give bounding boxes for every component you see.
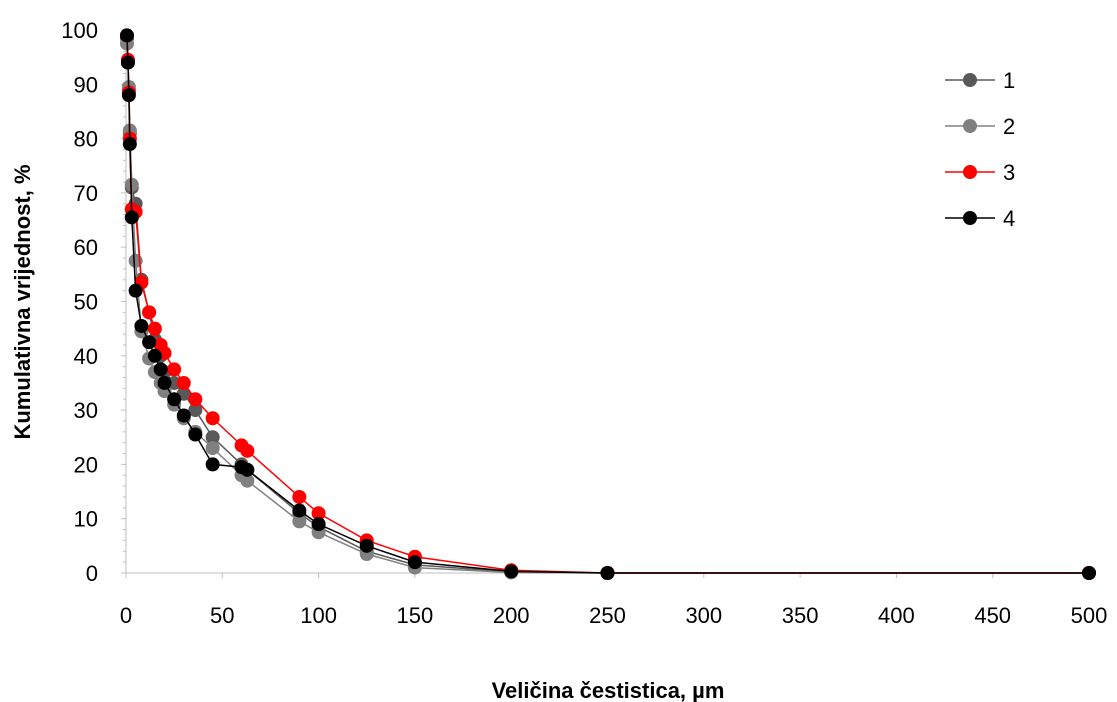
y-tick-label: 90	[74, 72, 98, 97]
legend-item: 3	[945, 160, 1015, 185]
legend: 1 2 3 4	[945, 68, 1015, 231]
data-point	[205, 430, 220, 445]
x-axis-title: Veličina čestistica, µm	[492, 678, 725, 702]
legend-label: 2	[1003, 114, 1015, 139]
data-point	[120, 55, 135, 70]
x-tick-label: 400	[878, 603, 915, 628]
series-line	[126, 35, 1089, 574]
y-tick-label: 70	[74, 181, 98, 206]
y-tick-label: 40	[74, 344, 98, 369]
data-point	[205, 441, 220, 456]
data-point	[142, 305, 157, 320]
y-axis-title: Kumulativna vrijednost, %	[10, 164, 35, 439]
y-tick-label: 30	[74, 398, 98, 423]
data-point	[167, 392, 182, 407]
data-point	[240, 462, 255, 477]
x-tick-label: 100	[300, 603, 337, 628]
data-point	[128, 283, 143, 298]
x-tick-label: 450	[974, 603, 1011, 628]
data-point	[188, 392, 203, 407]
series-2	[119, 36, 1096, 580]
x-tick-label: 50	[210, 603, 234, 628]
series-line	[126, 43, 1089, 574]
legend-marker	[963, 211, 977, 225]
data-point	[176, 375, 191, 390]
legend-label: 4	[1003, 206, 1015, 231]
data-point	[292, 489, 307, 504]
series-1	[119, 31, 1096, 580]
y-tick-label: 20	[74, 452, 98, 477]
x-tick-label: 500	[1071, 603, 1108, 628]
series-4	[119, 28, 1096, 580]
axes: 0 10 20 30 40 50 60 70 80 90 100 0 50 100 150 200 250 300…	[61, 18, 1107, 628]
legend-label: 3	[1003, 160, 1015, 185]
series-line	[126, 38, 1089, 574]
data-point	[1082, 566, 1096, 580]
legend-marker	[963, 165, 977, 179]
legend-marker	[963, 73, 977, 87]
y-tick-label: 10	[74, 507, 98, 532]
x-tick-label: 0	[120, 603, 132, 628]
legend-marker	[963, 119, 977, 133]
x-tick-label: 250	[589, 603, 626, 628]
data-point	[167, 375, 182, 390]
data-point	[240, 443, 255, 458]
data-point	[124, 210, 139, 225]
data-point	[292, 503, 307, 518]
series-3	[119, 28, 1096, 580]
y-tick-label: 50	[74, 290, 98, 315]
data-point	[119, 28, 134, 43]
series-layer	[119, 28, 1096, 580]
legend-item: 4	[945, 206, 1015, 231]
data-point	[311, 506, 326, 521]
data-point	[147, 321, 162, 336]
data-point	[167, 362, 182, 377]
data-point	[504, 564, 519, 579]
data-point	[157, 375, 172, 390]
data-point	[240, 473, 255, 488]
data-point	[188, 403, 203, 418]
data-point	[176, 408, 191, 423]
data-point	[122, 137, 137, 152]
data-point	[153, 362, 168, 377]
data-point	[147, 348, 162, 363]
data-point	[600, 566, 615, 580]
legend-item: 2	[945, 114, 1015, 139]
data-point	[134, 318, 149, 333]
y-tick-label: 60	[74, 235, 98, 260]
series-line	[126, 35, 1089, 574]
data-point	[205, 457, 220, 472]
x-tick-label: 300	[685, 603, 722, 628]
x-tick-label: 200	[493, 603, 530, 628]
data-point	[205, 411, 220, 426]
data-point	[292, 514, 307, 529]
y-tick-label: 100	[61, 18, 98, 43]
legend-item: 1	[945, 68, 1015, 93]
legend-label: 1	[1003, 68, 1015, 93]
data-point	[311, 517, 326, 532]
x-tick-label: 350	[782, 603, 819, 628]
data-point	[359, 538, 374, 553]
data-point	[407, 555, 422, 570]
data-point	[188, 427, 203, 442]
x-tick-label: 150	[397, 603, 434, 628]
data-point	[121, 88, 136, 103]
data-point	[142, 335, 157, 350]
y-tick-label: 0	[86, 561, 98, 586]
y-tick-label: 80	[74, 127, 98, 152]
